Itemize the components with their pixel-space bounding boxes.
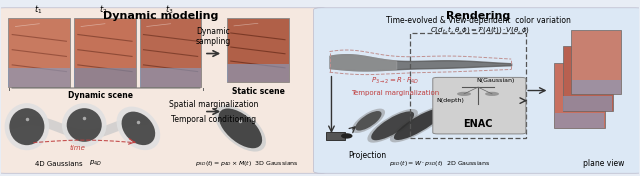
Text: plane view: plane view (583, 159, 624, 168)
Text: $t_2$: $t_2$ (99, 3, 108, 16)
FancyBboxPatch shape (227, 18, 289, 82)
Ellipse shape (116, 107, 160, 150)
FancyBboxPatch shape (555, 113, 604, 128)
Ellipse shape (67, 108, 102, 142)
Ellipse shape (122, 112, 156, 145)
FancyBboxPatch shape (0, 8, 328, 173)
Ellipse shape (352, 109, 385, 133)
Ellipse shape (215, 105, 266, 152)
FancyBboxPatch shape (563, 46, 613, 111)
FancyBboxPatch shape (572, 80, 621, 94)
FancyBboxPatch shape (140, 18, 202, 87)
Text: 4D Gaussians: 4D Gaussians (35, 161, 83, 167)
Text: Dynamic modeling: Dynamic modeling (103, 11, 218, 21)
Ellipse shape (457, 92, 471, 96)
Text: $t_3$: $t_3$ (164, 3, 173, 16)
Ellipse shape (394, 108, 444, 140)
FancyBboxPatch shape (571, 30, 621, 94)
FancyBboxPatch shape (554, 63, 605, 128)
Text: Temporal marginalization: Temporal marginalization (351, 90, 439, 96)
Ellipse shape (390, 106, 447, 142)
Ellipse shape (367, 109, 418, 143)
FancyBboxPatch shape (8, 18, 70, 87)
Ellipse shape (371, 111, 414, 140)
Text: Spatial marginalization: Spatial marginalization (169, 100, 259, 109)
Text: Rendering: Rendering (446, 11, 510, 21)
FancyBboxPatch shape (227, 64, 289, 82)
Ellipse shape (341, 133, 353, 139)
FancyBboxPatch shape (326, 132, 345, 140)
Text: Temporal conditioning: Temporal conditioning (171, 115, 256, 124)
Ellipse shape (4, 103, 49, 150)
FancyBboxPatch shape (140, 68, 202, 87)
Ellipse shape (10, 108, 44, 145)
FancyBboxPatch shape (74, 68, 136, 87)
Text: time: time (70, 145, 86, 151)
Text: $p_{4D}$: $p_{4D}$ (89, 159, 102, 168)
Text: Projection: Projection (349, 151, 387, 160)
FancyBboxPatch shape (74, 18, 136, 87)
Text: N(depth): N(depth) (436, 98, 465, 103)
FancyBboxPatch shape (314, 8, 640, 173)
Text: $p_{2D}(t) = W \cdot p_{3D}(t)$  2D Gaussians: $p_{2D}(t) = W \cdot p_{3D}(t)$ 2D Gauss… (389, 159, 491, 168)
Text: $P_{3 \to 2} = R \cdot P_{4D}$: $P_{3 \to 2} = R \cdot P_{4D}$ (371, 76, 419, 86)
Text: Static scene: Static scene (232, 87, 285, 96)
FancyBboxPatch shape (8, 68, 70, 87)
Text: Dynamic
sampling: Dynamic sampling (196, 27, 231, 46)
Text: $C(d_t, t, \theta, \phi) = \mathcal{F}(A(t)) \cdot V(\theta, \phi)$: $C(d_t, t, \theta, \phi) = \mathcal{F}(A… (429, 24, 530, 35)
Text: ENAC: ENAC (463, 119, 493, 129)
Ellipse shape (219, 108, 262, 148)
Text: N(Gaussian): N(Gaussian) (476, 78, 515, 83)
FancyBboxPatch shape (433, 77, 526, 134)
Ellipse shape (485, 92, 499, 96)
Ellipse shape (62, 103, 106, 147)
FancyBboxPatch shape (563, 96, 612, 111)
Ellipse shape (355, 111, 381, 131)
Text: $p_{3D}(t) = p_{4D} \times M(t)$  3D Gaussians: $p_{3D}(t) = p_{4D} \times M(t)$ 3D Gaus… (195, 159, 299, 168)
Text: Time-evolved & View-dependent  color variation: Time-evolved & View-dependent color vari… (385, 16, 570, 25)
Text: Dynamic scene: Dynamic scene (68, 91, 132, 100)
Text: $t_1$: $t_1$ (33, 3, 42, 16)
